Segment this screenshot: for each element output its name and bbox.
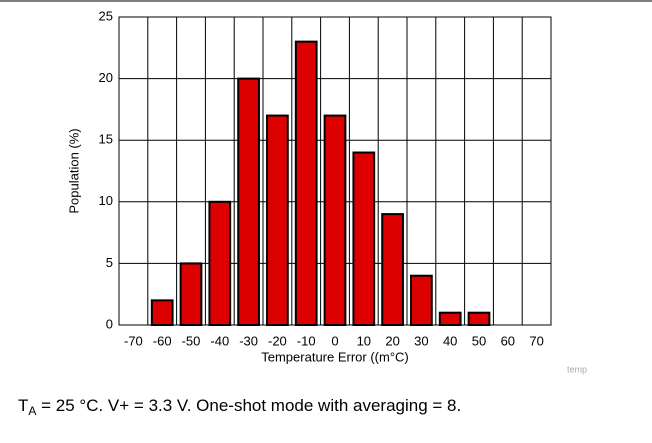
y-tick-label: 0	[106, 316, 113, 331]
y-tick-label: 20	[99, 70, 113, 85]
bar	[438, 311, 462, 326]
x-tick-label: -20	[268, 333, 287, 348]
bar	[179, 262, 203, 326]
x-tick-label: 60	[501, 333, 515, 348]
x-tick-label: -40	[210, 333, 229, 348]
y-tick-label: 15	[99, 132, 113, 147]
bar	[208, 200, 232, 326]
bar	[266, 114, 289, 326]
bar	[237, 77, 260, 326]
y-tick-label: 10	[99, 193, 113, 208]
x-tick-label: 70	[529, 333, 543, 348]
bar	[352, 151, 376, 326]
x-tick-label: 50	[472, 333, 486, 348]
x-tick-label: -60	[153, 333, 172, 348]
bar	[381, 213, 404, 326]
bar	[150, 299, 174, 326]
x-tick-label: 0	[331, 333, 338, 348]
x-tick-label: -50	[182, 333, 201, 348]
x-tick-label: 20	[385, 333, 399, 348]
caption-subscript: A	[28, 404, 36, 418]
caption-symbol: T	[18, 396, 28, 415]
bar	[467, 311, 491, 326]
y-axis-label: Population (%)	[66, 128, 81, 213]
x-tick-label: -30	[239, 333, 258, 348]
bar	[323, 114, 347, 326]
y-tick-label: 25	[99, 8, 113, 23]
x-tick-label: 30	[414, 333, 428, 348]
y-tick-label: 5	[106, 255, 113, 270]
watermark: temp	[567, 364, 587, 374]
x-tick-label: -10	[297, 333, 316, 348]
x-tick-label: -70	[124, 333, 143, 348]
x-tick-label: 10	[357, 333, 371, 348]
x-tick-label: 40	[443, 333, 457, 348]
caption: TA = 25 °C. V+ = 3.3 V. One-shot mode wi…	[18, 396, 461, 418]
caption-text: = 25 °C. V+ = 3.3 V. One-shot mode with …	[36, 396, 461, 415]
x-axis-label: Temperature Error ((m°C)	[261, 349, 409, 364]
bar	[294, 40, 318, 326]
bar	[410, 274, 433, 326]
